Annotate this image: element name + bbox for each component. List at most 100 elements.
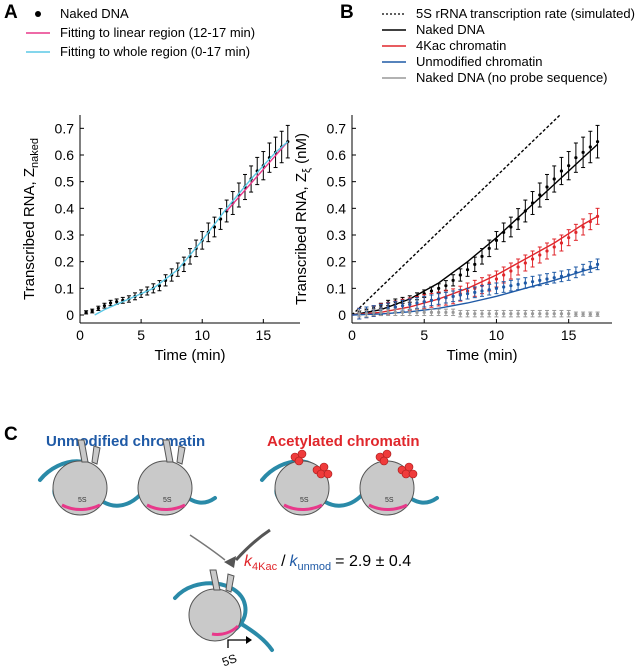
chart-b-series-4-point — [429, 310, 434, 314]
acetylated-chromatin-label: Acetylated chromatin — [267, 433, 420, 450]
chart-b-series-3-point — [465, 292, 470, 296]
chart-b-legend-label: Naked DNA (no probe sequence) — [416, 70, 608, 85]
chart-b-series-4-point — [545, 312, 549, 316]
chart-b-series-4-point — [364, 312, 369, 316]
chart-b-series-3-point — [595, 262, 600, 266]
panel-letter-b: B — [340, 2, 354, 23]
chart-a-legend-label: Naked DNA — [60, 6, 129, 21]
chart-b-series-4-point — [516, 312, 520, 316]
chart-b-series-3-point — [516, 282, 520, 286]
rate-value: = 2.9 ± 0.4 — [335, 553, 411, 570]
chart-b-series-4-point — [458, 312, 462, 316]
unmodified-nucleosome-1 — [52, 460, 108, 516]
chart-b-series-3-point — [408, 302, 412, 306]
chart-a-series-0-point — [102, 304, 107, 308]
chart-a-series-2-line — [94, 141, 289, 316]
chart-b-series-3-point — [538, 278, 542, 282]
chart-b-series-4-point — [437, 310, 441, 314]
chart-b-series-3-point — [552, 276, 556, 280]
unmodified-5s-site-2 — [146, 503, 186, 511]
chart-b-series-4-point — [530, 312, 535, 316]
chart-a-y-tick-label: 0.6 — [55, 147, 75, 163]
chart-b-series-2-point — [523, 261, 527, 265]
chart-b-series-1-point — [487, 246, 491, 250]
chart-b-legend-label: 4Kac chromatin — [416, 38, 506, 53]
chart-b-series-3-point — [588, 265, 592, 269]
chart-a-y-tick-label: 0.1 — [55, 280, 75, 296]
transcription-start-arrowhead — [246, 636, 252, 644]
unmodified-nucleosome-2 — [137, 460, 193, 516]
chart-a-series-0-point — [84, 310, 88, 314]
chart-b-y-tick-label: 0.3 — [327, 227, 347, 243]
chart-b-y-axis-label: Transcribed RNA, Zξ (nM) — [293, 133, 313, 305]
chart-a-legend-label: Fitting to whole region (0-17 min) — [60, 44, 250, 59]
chart-b-y-tick-label: 0.5 — [327, 174, 347, 190]
chart-b-series-4-point — [552, 312, 556, 316]
chart-b-series-4-point — [400, 310, 405, 314]
chart-b-series-1-point — [559, 169, 564, 173]
chart-b-series-1-point — [538, 193, 542, 197]
chart-b-y-tick-label: 0.7 — [327, 120, 347, 136]
chart-b-series-2-point — [552, 245, 556, 249]
unmodified-5s-site-1 — [61, 503, 101, 511]
chart-a-y-label-sub: naked — [29, 138, 41, 168]
chart-b-legend-label: Unmodified chromatin — [416, 54, 542, 69]
chart-b-series-1-point — [567, 164, 571, 168]
chart-a-series-0-point — [90, 309, 94, 313]
chart-b-series-1-point — [581, 150, 585, 154]
chart-b-series-3-point — [400, 304, 405, 308]
chart-b-y-label-sub: ξ — [301, 168, 313, 173]
acetylated-nucleosome-pair: 5S 5S — [260, 449, 439, 516]
transcribing-nucleosome: 5S — [173, 569, 274, 669]
chart-a-x-tick-label: 15 — [256, 327, 272, 343]
chart-b-series-2-point — [567, 236, 571, 240]
chart-b-series-4-point — [408, 310, 412, 314]
transcribing-5s-site — [211, 624, 240, 636]
chart-a-legend-label: Fitting to linear region (12-17 min) — [60, 25, 255, 40]
chart-b-series-3-point — [458, 293, 462, 297]
chart-b-y-tick-label: 0.6 — [327, 147, 347, 163]
chart-b-series-3-point — [502, 285, 506, 289]
transcription-start-arrow — [227, 639, 246, 648]
diagram-c: Unmodified chromatin Acetylated chromati… — [38, 433, 439, 669]
unmodified-5s-label-2: 5S — [163, 497, 172, 504]
chart-b-y-label-unit: (nM) — [293, 133, 310, 168]
unmodified-nucleosome-pair: 5S 5S — [38, 439, 217, 516]
chart-b-series-2-point — [509, 269, 513, 273]
transcribing-5s-label: 5S — [220, 651, 239, 669]
chart-b-x-tick-label: 15 — [561, 327, 577, 343]
chart-b-series-3-point — [444, 296, 448, 300]
unmodified-histone-tail-1 — [77, 439, 101, 465]
chart-b-series-4-point — [487, 312, 491, 316]
chart-b-series-3-point — [422, 300, 426, 304]
chart-b-series-3-point — [523, 281, 527, 285]
acetylated-5s-label-2: 5S — [385, 497, 394, 504]
chart-b-series-3-point — [545, 277, 549, 281]
rate-k-unmod: k — [290, 553, 299, 570]
panel-letter-c: C — [4, 424, 18, 445]
chart-b-series-4-point — [581, 312, 585, 316]
chart-b-series-3-point — [509, 284, 513, 288]
chart-b-series-1-point — [451, 278, 455, 282]
chart-b-series-3-point — [429, 298, 434, 302]
chart-b-series-3-point — [480, 289, 484, 293]
chart-b-series-1-point — [574, 156, 578, 160]
chart-b-series-2-point — [545, 249, 549, 253]
chart-b-series-4-point — [595, 312, 600, 316]
chart-b-series-3-point — [415, 301, 419, 305]
chart-b-series-1-point — [595, 140, 600, 144]
chart-b-series-2-point — [502, 273, 506, 277]
rate-k-4kac: k — [244, 553, 253, 570]
chart-b-series-3-point — [530, 280, 535, 284]
chart-b-y-tick-label: 0.4 — [327, 200, 347, 216]
chart-b-x-tick-label: 10 — [489, 327, 505, 343]
chart-a-legend-marker — [35, 11, 41, 17]
chart-a-x-axis-label: Time (min) — [154, 347, 225, 364]
chart-a-y-tick-label: 0.2 — [55, 254, 75, 270]
chart-b-series-1-point — [480, 254, 484, 258]
chart-b-series-1-point — [444, 284, 448, 288]
acetylated-5s-site-1 — [283, 503, 323, 511]
arrow-from-unmodified — [189, 534, 226, 561]
acetylated-5s-site-2 — [368, 503, 408, 511]
chart-b-series-4-point — [574, 312, 578, 316]
